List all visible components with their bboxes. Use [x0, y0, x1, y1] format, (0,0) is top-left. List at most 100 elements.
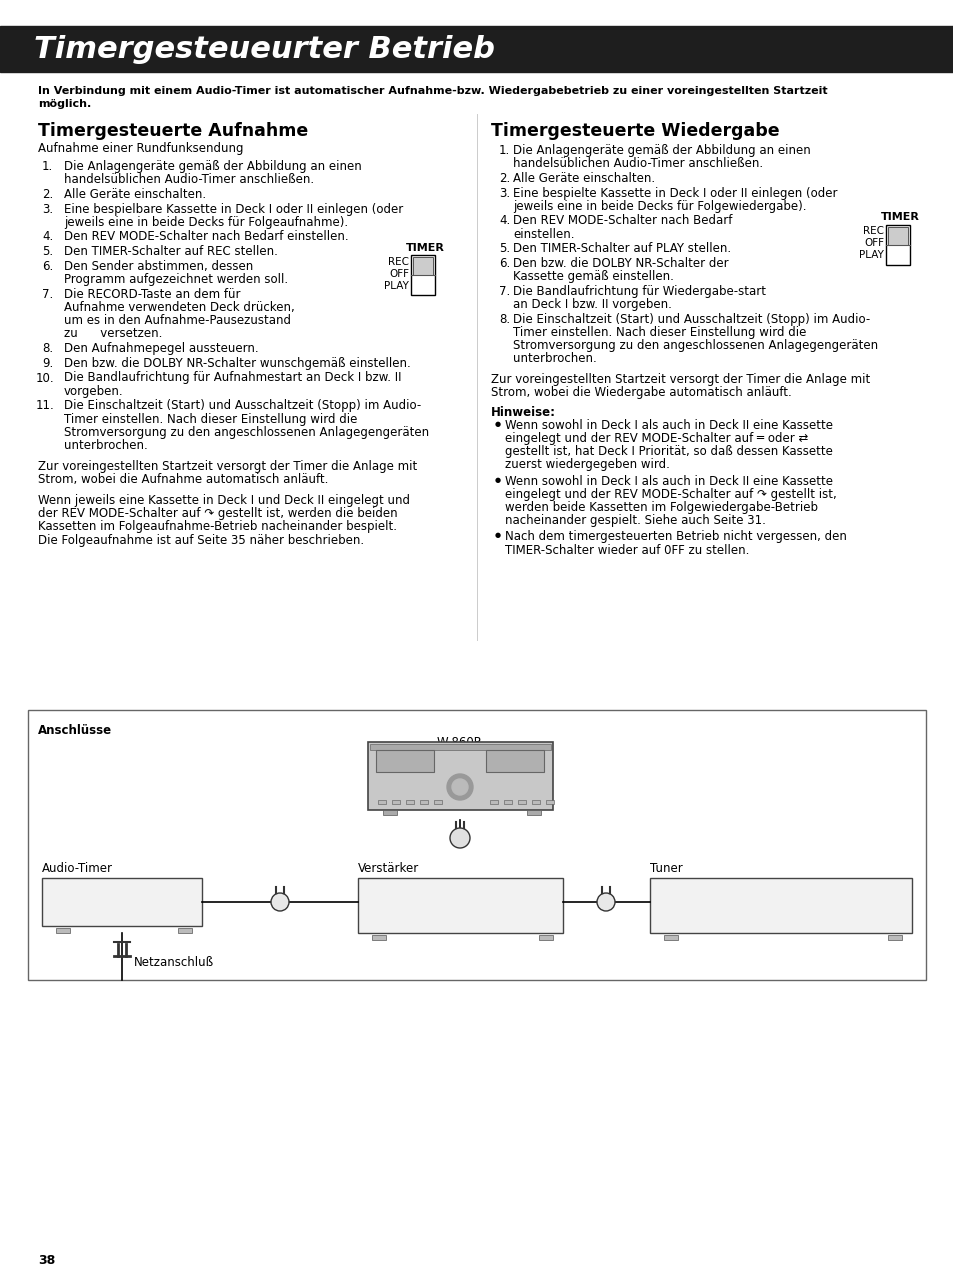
Text: 3.: 3.: [498, 187, 510, 200]
Text: Netzanschluß: Netzanschluß: [133, 957, 213, 969]
Text: TIMER-Schalter wieder auf 0FF zu stellen.: TIMER-Schalter wieder auf 0FF zu stellen…: [504, 543, 749, 557]
Text: der REV MODE-Schalter auf ↷ gestellt ist, werden die beiden: der REV MODE-Schalter auf ↷ gestellt ist…: [38, 508, 397, 520]
Text: Den Aufnahmepegel aussteuern.: Den Aufnahmepegel aussteuern.: [64, 342, 258, 355]
Text: Die Bandlaufrichtung für Wiedergabe-start: Die Bandlaufrichtung für Wiedergabe-star…: [513, 285, 765, 298]
Bar: [377, 800, 386, 804]
Text: ●: ●: [495, 421, 500, 427]
Text: jeweils eine in beide Decks für Folgewiedergabe).: jeweils eine in beide Decks für Folgewie…: [513, 200, 805, 212]
Circle shape: [447, 773, 473, 800]
Text: Den bzw. die DOLBY NR-Schalter der: Den bzw. die DOLBY NR-Schalter der: [513, 257, 728, 270]
Circle shape: [450, 828, 470, 848]
Text: Zur voreingestellten Startzeit versorgt der Timer die Anlage mit: Zur voreingestellten Startzeit versorgt …: [38, 459, 416, 473]
Text: 10.: 10.: [36, 371, 54, 384]
Text: werden beide Kassetten im Folgewiedergabe-Betrieb: werden beide Kassetten im Folgewiedergab…: [504, 501, 817, 514]
Text: 9.: 9.: [42, 357, 53, 370]
Text: Die Einschaltzeit (Start) und Ausschaltzeit (Stopp) im Audio-: Die Einschaltzeit (Start) und Ausschaltz…: [64, 399, 421, 412]
Bar: [411, 256, 435, 295]
Text: Stromversorgung zu den angeschlossenen Anlagegengeräten: Stromversorgung zu den angeschlossenen A…: [64, 426, 429, 439]
Text: 2.: 2.: [498, 172, 510, 184]
Text: handelsüblichen Audio-Timer anschließen.: handelsüblichen Audio-Timer anschließen.: [513, 158, 762, 170]
Bar: [503, 800, 512, 804]
Text: 11.: 11.: [36, 399, 54, 412]
Circle shape: [271, 893, 289, 911]
Text: Timergesteuerte Aufnahme: Timergesteuerte Aufnahme: [38, 122, 308, 140]
Text: 7.: 7.: [42, 287, 53, 300]
Text: OFF: OFF: [389, 270, 409, 279]
Bar: [517, 800, 525, 804]
Bar: [545, 800, 554, 804]
Text: Zur voreingestellten Startzeit versorgt der Timer die Anlage mit: Zur voreingestellten Startzeit versorgt …: [491, 373, 869, 387]
Text: an Deck I bzw. II vorgeben.: an Deck I bzw. II vorgeben.: [513, 298, 671, 312]
Text: Die Anlagengeräte gemäß der Abbildung an einen: Die Anlagengeräte gemäß der Abbildung an…: [64, 160, 361, 173]
Text: zuerst wiedergegeben wird.: zuerst wiedergegeben wird.: [504, 458, 669, 472]
Text: 5.: 5.: [498, 243, 510, 256]
Text: Kassetten im Folgeaufnahme-Betrieb nacheinander bespielt.: Kassetten im Folgeaufnahme-Betrieb nache…: [38, 520, 396, 533]
Text: Die Anlagengeräte gemäß der Abbildung an einen: Die Anlagengeräte gemäß der Abbildung an…: [513, 144, 810, 156]
Text: Eine bespielbare Kassette in Deck I oder II einlegen (oder: Eine bespielbare Kassette in Deck I oder…: [64, 202, 403, 215]
Text: Aufnahme verwendeten Deck drücken,: Aufnahme verwendeten Deck drücken,: [64, 301, 294, 314]
Text: Die Folgeaufnahme ist auf Seite 35 näher beschrieben.: Die Folgeaufnahme ist auf Seite 35 näher…: [38, 534, 364, 547]
Text: Die RECORD-Taste an dem für: Die RECORD-Taste an dem für: [64, 287, 240, 300]
Text: jeweils eine in beide Decks für Folgeaufnahme).: jeweils eine in beide Decks für Folgeauf…: [64, 216, 348, 229]
Bar: [28, 710, 925, 979]
Text: 4.: 4.: [498, 215, 510, 228]
Text: Den TIMER-Schalter auf PLAY stellen.: Den TIMER-Schalter auf PLAY stellen.: [513, 243, 730, 256]
Text: Eine bespielte Kassette in Deck I oder II einlegen (oder: Eine bespielte Kassette in Deck I oder I…: [513, 187, 837, 200]
Text: Den REV MODE-Schalter nach Bedarf einstellen.: Den REV MODE-Schalter nach Bedarf einste…: [64, 230, 348, 243]
Text: nacheinander gespielt. Siehe auch Seite 31.: nacheinander gespielt. Siehe auch Seite …: [504, 514, 765, 527]
Text: eingelegt und der REV MODE-Schalter auf ↷ gestellt ist,: eingelegt und der REV MODE-Schalter auf …: [504, 487, 836, 501]
Bar: [375, 750, 434, 772]
Text: Wenn jeweils eine Kassette in Deck I und Deck II eingelegt und: Wenn jeweils eine Kassette in Deck I und…: [38, 494, 410, 508]
Text: Kassette gemäß einstellen.: Kassette gemäß einstellen.: [513, 270, 673, 284]
Circle shape: [452, 778, 468, 795]
Text: Aufnahme einer Rundfunksendung: Aufnahme einer Rundfunksendung: [38, 142, 243, 155]
Bar: [56, 929, 70, 932]
Text: 4.: 4.: [42, 230, 53, 243]
Text: gestellt ist, hat Deck I Priorität, so daß dessen Kassette: gestellt ist, hat Deck I Priorität, so d…: [504, 445, 832, 458]
Bar: [434, 800, 441, 804]
Bar: [485, 750, 543, 772]
Bar: [649, 878, 911, 932]
Text: unterbrochen.: unterbrochen.: [64, 439, 148, 452]
Bar: [0, 25, 953, 73]
Text: Tuner: Tuner: [649, 862, 682, 875]
Text: möglich.: möglich.: [38, 99, 91, 109]
Bar: [178, 929, 192, 932]
Text: 2.: 2.: [42, 188, 53, 201]
Bar: [532, 800, 539, 804]
Text: Die Einschaltzeit (Start) und Ausschaltzeit (Stopp) im Audio-: Die Einschaltzeit (Start) und Ausschaltz…: [513, 313, 869, 326]
Text: ●: ●: [495, 533, 500, 538]
Text: W-860R: W-860R: [436, 736, 482, 749]
Bar: [370, 744, 551, 750]
Bar: [368, 742, 553, 810]
Bar: [885, 224, 909, 265]
Text: 3.: 3.: [42, 202, 53, 215]
Text: Timergesteueurter Betrieb: Timergesteueurter Betrieb: [34, 34, 495, 64]
Text: um es in den Aufnahme-Pausezustand: um es in den Aufnahme-Pausezustand: [64, 314, 291, 327]
Text: 6.: 6.: [42, 259, 53, 273]
Bar: [490, 800, 497, 804]
Text: Den Sender abstimmen, dessen: Den Sender abstimmen, dessen: [64, 259, 253, 273]
Text: PLAY: PLAY: [859, 251, 883, 261]
Text: Hinweise:: Hinweise:: [491, 406, 556, 418]
Text: Programm aufgezeichnet werden soll.: Programm aufgezeichnet werden soll.: [64, 273, 288, 286]
Text: zu      versetzen.: zu versetzen.: [64, 327, 162, 341]
Text: Timer einstellen. Nach dieser Einstellung wird die: Timer einstellen. Nach dieser Einstellun…: [513, 326, 805, 340]
Text: einstellen.: einstellen.: [513, 228, 574, 240]
Text: Timergesteuerte Wiedergabe: Timergesteuerte Wiedergabe: [491, 122, 779, 140]
Bar: [887, 935, 901, 940]
Bar: [357, 878, 562, 932]
Text: vorgeben.: vorgeben.: [64, 384, 124, 398]
Text: 8.: 8.: [498, 313, 510, 326]
Text: Timer einstellen. Nach dieser Einstellung wird die: Timer einstellen. Nach dieser Einstellun…: [64, 412, 357, 426]
Bar: [538, 935, 553, 940]
Text: REC: REC: [862, 226, 883, 237]
Bar: [392, 800, 399, 804]
Text: Verstärker: Verstärker: [357, 862, 418, 875]
Text: Wenn sowohl in Deck I als auch in Deck II eine Kassette: Wenn sowohl in Deck I als auch in Deck I…: [504, 474, 832, 487]
Text: Nach dem timergesteuerten Betrieb nicht vergessen, den: Nach dem timergesteuerten Betrieb nicht …: [504, 530, 846, 543]
Text: Die Bandlaufrichtung für Aufnahmestart an Deck I bzw. II: Die Bandlaufrichtung für Aufnahmestart a…: [64, 371, 401, 384]
Bar: [382, 810, 396, 815]
Bar: [372, 935, 386, 940]
Bar: [406, 800, 414, 804]
